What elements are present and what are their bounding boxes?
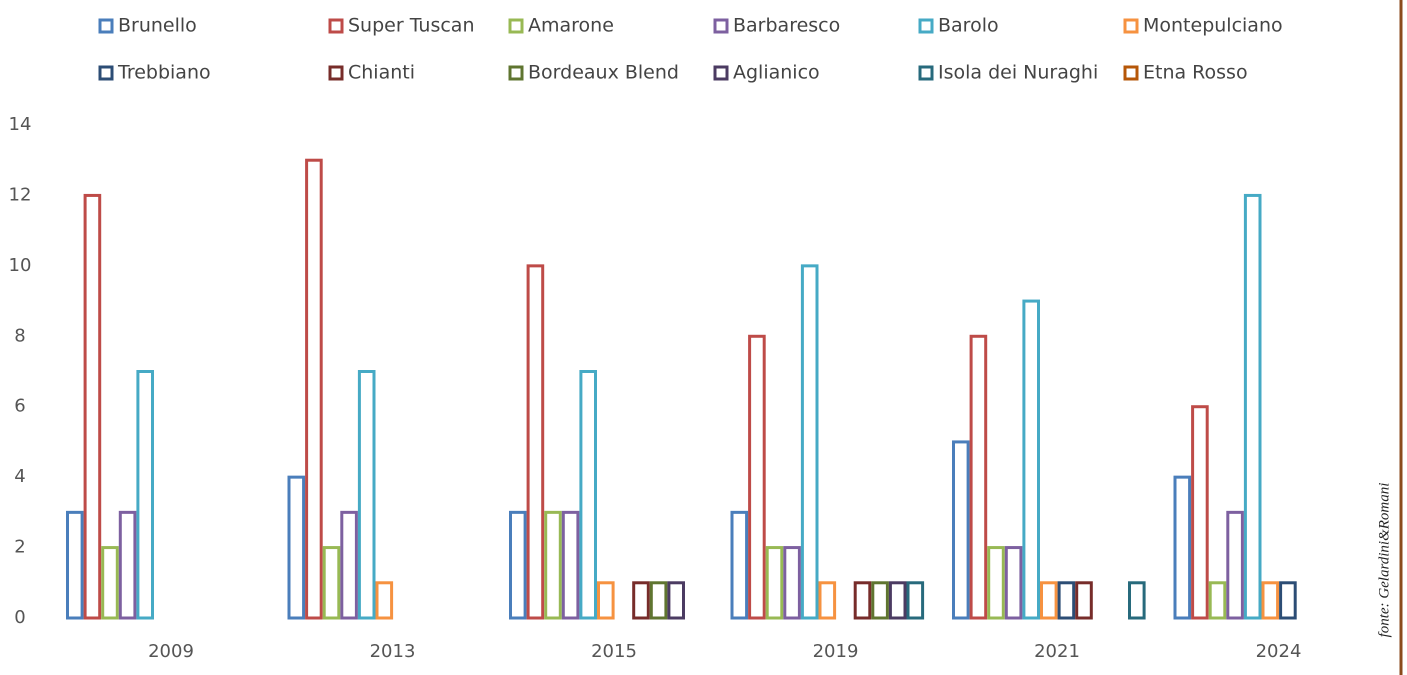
legend-text: Amarone <box>528 15 614 37</box>
y-tick-label: 4 <box>14 466 25 487</box>
bar <box>649 581 668 620</box>
bar <box>888 581 907 620</box>
bar <box>818 581 837 620</box>
bar <box>118 510 137 620</box>
legend-swatch <box>713 65 729 81</box>
bar <box>853 581 872 620</box>
legend-swatch <box>328 65 344 81</box>
x-tick-label: 2013 <box>370 641 416 662</box>
bar <box>765 546 784 620</box>
bar <box>987 546 1005 620</box>
bar <box>544 510 562 620</box>
legend-text: Isola dei Nuraghi <box>938 62 1098 84</box>
legend-swatch <box>918 18 934 34</box>
legend-swatch <box>508 18 524 34</box>
bar <box>1173 475 1192 620</box>
bar <box>952 440 970 620</box>
bar <box>632 581 650 620</box>
bar <box>1261 581 1280 620</box>
legend-text: Chianti <box>348 62 415 84</box>
bar <box>305 158 323 620</box>
bar <box>1279 581 1297 620</box>
bar <box>800 264 819 620</box>
bar <box>1128 581 1146 620</box>
bar <box>871 581 889 620</box>
x-tick-label: 2019 <box>813 641 859 662</box>
legend-swatch <box>1123 65 1139 81</box>
y-tick-label: 14 <box>9 114 32 135</box>
bar <box>340 510 358 620</box>
legend-text: Barbaresco <box>733 15 840 37</box>
legend-text: Aglianico <box>733 62 820 84</box>
legend-swatch <box>918 65 934 81</box>
bar <box>1226 510 1244 620</box>
bar <box>748 334 766 620</box>
bar <box>287 475 306 620</box>
bar <box>1208 581 1227 620</box>
bar <box>83 193 102 620</box>
legend-swatch <box>713 18 729 34</box>
bar <box>357 370 376 620</box>
x-tick-label: 2021 <box>1034 641 1080 662</box>
bar <box>906 581 925 620</box>
y-tick-label: 8 <box>14 325 25 346</box>
legend-text: Trebbiano <box>117 62 211 84</box>
legend-swatch <box>508 65 524 81</box>
source-note: fonte: Gelardini&Romani <box>1376 483 1392 638</box>
legend-text: Brunello <box>118 15 197 37</box>
bar <box>1057 581 1076 620</box>
legend-text: Barolo <box>938 15 999 37</box>
bar <box>1243 193 1262 620</box>
y-tick-label: 0 <box>14 607 25 628</box>
bar <box>730 510 749 620</box>
bar <box>136 370 154 620</box>
bar <box>1191 405 1209 620</box>
bar <box>969 334 988 620</box>
bar <box>579 370 598 620</box>
y-tick-label: 12 <box>9 184 32 205</box>
bar <box>1004 546 1023 620</box>
bar <box>509 510 527 620</box>
legend-swatch <box>98 18 114 34</box>
bar <box>526 264 545 620</box>
bar <box>322 546 341 620</box>
bar <box>375 581 394 620</box>
x-tick-label: 2015 <box>591 641 637 662</box>
y-tick-label: 10 <box>9 255 32 276</box>
legend-swatch <box>98 65 114 81</box>
legend-text: Montepulciano <box>1143 15 1283 37</box>
bar <box>667 581 686 620</box>
bar <box>561 510 580 620</box>
bar <box>1075 581 1093 620</box>
x-tick-label: 2009 <box>148 641 194 662</box>
bar <box>66 510 84 620</box>
legend-swatch <box>328 18 344 34</box>
y-tick-label: 6 <box>14 396 25 417</box>
bar <box>1040 581 1058 620</box>
bar <box>1022 299 1041 620</box>
legend-swatch <box>1123 18 1139 34</box>
bar <box>783 546 801 620</box>
legend-text: Bordeaux Blend <box>528 62 679 84</box>
legend-text: Super Tuscan <box>348 15 475 37</box>
legend-text: Etna Rosso <box>1143 62 1248 84</box>
y-tick-label: 2 <box>14 537 25 558</box>
bar <box>597 581 615 620</box>
bar <box>101 546 119 620</box>
x-tick-label: 2024 <box>1256 641 1302 662</box>
